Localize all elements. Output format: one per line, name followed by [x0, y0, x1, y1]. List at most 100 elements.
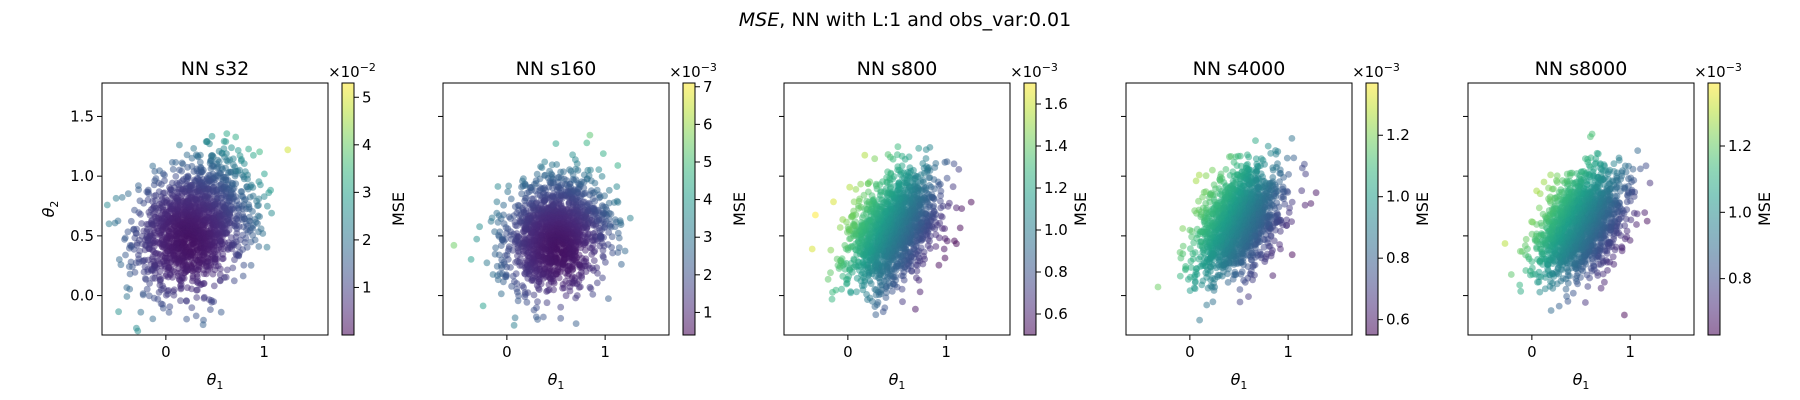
- scatter-point: [242, 168, 249, 176]
- colorbar-tick-label: 1: [362, 278, 372, 296]
- scatter-point: [165, 309, 173, 316]
- scatter-point: [906, 164, 914, 172]
- scatter-point: [553, 161, 561, 168]
- scatter-point: [535, 286, 543, 293]
- scatter-point: [249, 208, 256, 215]
- colorbar-tick-label: 5: [362, 88, 372, 106]
- scatter-point: [827, 246, 835, 254]
- y-axis-label: θ2: [39, 201, 61, 218]
- scatter-point: [940, 245, 948, 253]
- scatter-point: [127, 217, 135, 225]
- colorbar-tick-label: 4: [703, 191, 713, 209]
- colorbar-label: MSE: [389, 192, 408, 226]
- scatter-point: [530, 291, 538, 299]
- scatter-point: [949, 183, 957, 191]
- scatter-point: [589, 291, 597, 298]
- scatter-point: [839, 216, 847, 223]
- scatter-point: [614, 162, 622, 169]
- scatter-point: [919, 160, 927, 167]
- scatter-point: [229, 264, 237, 272]
- scatter-point: [137, 308, 145, 316]
- scatter-point: [951, 237, 958, 245]
- colorbar-tick-label: 2: [703, 266, 713, 284]
- colorbar: [1023, 82, 1037, 336]
- scatter-point: [1236, 286, 1244, 293]
- scatter-point: [267, 186, 274, 194]
- scatter-point: [190, 145, 198, 152]
- scatter-point: [850, 198, 858, 206]
- scatter-point: [594, 269, 601, 277]
- scatter-point: [152, 175, 160, 182]
- scatter-point: [192, 312, 200, 320]
- scatter-point: [494, 183, 502, 190]
- scatter-point: [149, 275, 157, 282]
- scatter-point: [111, 219, 119, 227]
- scatter-point: [850, 207, 857, 215]
- scatter-points: [103, 130, 292, 335]
- x-tick-label: 0: [843, 343, 853, 361]
- scatter-point: [559, 284, 566, 292]
- scatter-point: [230, 277, 238, 285]
- scatter-point: [871, 285, 879, 293]
- scatter-point: [566, 166, 573, 174]
- x-axis-label-symbol: θ: [889, 370, 899, 389]
- scatter-point: [593, 186, 601, 194]
- scatter-point: [583, 139, 591, 147]
- panel-title: NN s32: [181, 58, 250, 80]
- x-axis-label: θ1: [548, 370, 565, 392]
- scatter-point: [846, 183, 854, 191]
- colorbar-multiplier-base: ×10: [669, 63, 701, 81]
- scatter-point: [256, 213, 263, 221]
- scatter-point: [193, 286, 200, 294]
- scatter-point: [184, 172, 192, 180]
- scatter-point: [491, 250, 499, 258]
- colorbar-tick-label: 3: [362, 183, 372, 201]
- scatter-point: [138, 220, 146, 227]
- scatter-point: [141, 275, 149, 282]
- scatter-point: [967, 198, 975, 206]
- scatter-point: [599, 150, 607, 158]
- scatter-point: [521, 270, 528, 277]
- scatter-points: [450, 131, 634, 329]
- scatter-point: [284, 146, 292, 154]
- scatter-point: [830, 198, 837, 206]
- scatter-point: [543, 299, 551, 307]
- scatter-point: [497, 290, 505, 298]
- scatter-point: [1269, 272, 1277, 279]
- x-axis-label: θ1: [207, 370, 224, 392]
- x-axis-label-symbol: θ: [207, 370, 217, 389]
- colorbar-tick-label: 0.8: [1044, 263, 1068, 281]
- scatter-point: [941, 254, 949, 262]
- colorbar-multiplier-exponent: −3: [701, 61, 717, 74]
- scatter-point: [145, 292, 153, 300]
- scatter-point: [125, 263, 133, 270]
- scatter-point: [103, 201, 111, 209]
- scatter-point: [140, 268, 148, 276]
- panel-title: NN s800: [857, 58, 938, 80]
- scatter-point: [263, 243, 271, 251]
- scatter-point: [824, 275, 832, 283]
- scatter-point: [871, 155, 879, 163]
- scatter-point: [507, 195, 515, 203]
- scatter-point: [177, 285, 185, 293]
- scatter-point: [894, 163, 902, 171]
- scatter-point: [922, 146, 930, 154]
- colorbar-tick-label: 0.6: [1044, 305, 1068, 323]
- scatter-point: [857, 180, 865, 188]
- scatter-point: [614, 198, 622, 206]
- scatter-point: [178, 159, 186, 167]
- scatter-point: [595, 166, 603, 174]
- scatter-point: [833, 255, 841, 263]
- scatter-point: [236, 166, 244, 174]
- scatter-point: [872, 180, 880, 188]
- scatter-point: [238, 188, 246, 196]
- scatter-point: [872, 311, 880, 319]
- figure-title-rest: , NN with L:1 and obs_var:0.01: [779, 9, 1071, 31]
- x-axis-label-subscript: 1: [557, 379, 564, 392]
- scatter-point: [935, 261, 943, 269]
- y-tick-label: 0.0: [70, 287, 94, 305]
- scatter-point: [168, 159, 176, 166]
- scatter-point: [487, 218, 495, 225]
